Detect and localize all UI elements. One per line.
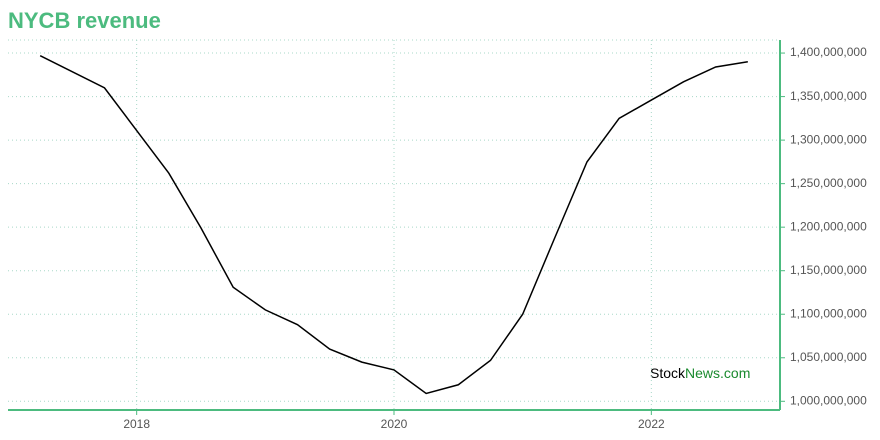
y-tick-label: 1,150,000,000 xyxy=(790,263,867,277)
x-tick-label: 2020 xyxy=(381,417,408,431)
watermark-part: News.com xyxy=(685,365,750,381)
chart-title: NYCB revenue xyxy=(8,8,161,33)
watermark: StockNews.com xyxy=(650,365,750,381)
y-tick-label: 1,300,000,000 xyxy=(790,132,867,146)
watermark-part: Stock xyxy=(650,365,686,381)
y-tick-label: 1,200,000,000 xyxy=(790,219,867,233)
y-tick-label: 1,000,000,000 xyxy=(790,393,867,407)
y-tick-label: 1,050,000,000 xyxy=(790,350,867,364)
line xyxy=(39,54,748,395)
y-tick-label: 1,250,000,000 xyxy=(790,176,867,190)
y-tick-label: 1,400,000,000 xyxy=(790,45,867,59)
y-tick-label: 1,350,000,000 xyxy=(790,89,867,103)
y-tick-label: 1,100,000,000 xyxy=(790,306,867,320)
x-tick-label: 2022 xyxy=(638,417,665,431)
x-tick-label: 2018 xyxy=(123,417,150,431)
